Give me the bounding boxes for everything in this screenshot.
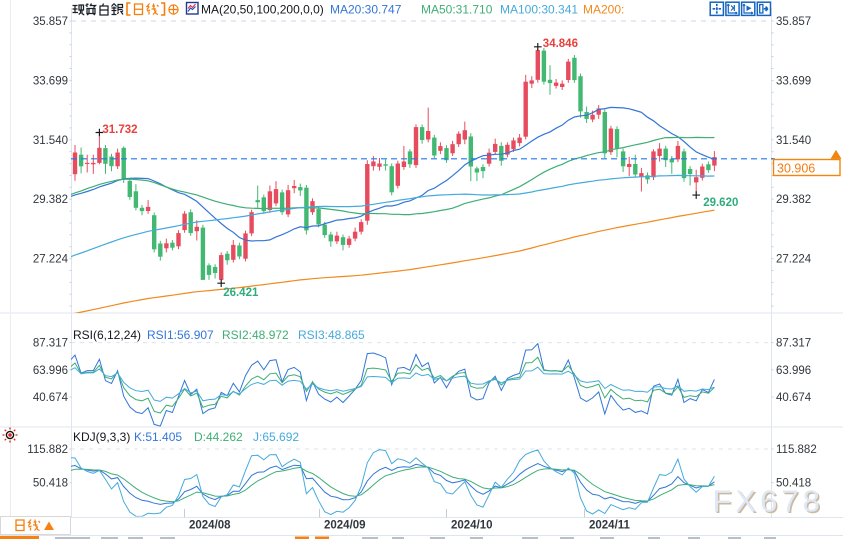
svg-text:MA(20,50,100,200,0,0): MA(20,50,100,200,0,0): [201, 3, 324, 17]
svg-text:26.421: 26.421: [223, 287, 259, 299]
svg-text:40.674: 40.674: [33, 392, 69, 404]
svg-text:D:44.262: D:44.262: [194, 430, 243, 444]
svg-text:31.540: 31.540: [33, 135, 68, 147]
svg-text:63.996: 63.996: [776, 365, 811, 377]
svg-text:115.882: 115.882: [27, 444, 68, 456]
svg-text:29.382: 29.382: [776, 194, 811, 206]
svg-text:MA50:31.710: MA50:31.710: [421, 3, 493, 17]
svg-text:34.846: 34.846: [543, 38, 578, 50]
svg-text:MA100:30.341: MA100:30.341: [500, 3, 578, 17]
svg-text:87.317: 87.317: [33, 338, 68, 350]
svg-text:30.906: 30.906: [777, 162, 815, 176]
svg-text:50.418: 50.418: [776, 478, 811, 490]
svg-text:MA20:30.747: MA20:30.747: [330, 3, 402, 17]
svg-text:FX678: FX678: [713, 484, 824, 519]
svg-text:RSI1:56.907: RSI1:56.907: [147, 328, 214, 342]
svg-text:2024/08: 2024/08: [189, 520, 231, 532]
svg-text:RSI3:48.865: RSI3:48.865: [298, 328, 365, 342]
svg-text:27.224: 27.224: [33, 254, 69, 266]
svg-text:63.996: 63.996: [33, 365, 68, 377]
svg-text:2024/10: 2024/10: [451, 520, 493, 532]
svg-text:115.882: 115.882: [776, 444, 817, 456]
svg-text:50.418: 50.418: [33, 478, 68, 490]
svg-text:KDJ(9,3,3): KDJ(9,3,3): [73, 430, 130, 444]
svg-text:RSI2:48.972: RSI2:48.972: [222, 328, 289, 342]
svg-text:29.382: 29.382: [33, 194, 68, 206]
svg-text:2024/09: 2024/09: [324, 520, 366, 532]
svg-text:29.620: 29.620: [703, 197, 738, 209]
svg-text:35.857: 35.857: [33, 16, 68, 28]
svg-text:MA200:: MA200:: [583, 3, 624, 17]
svg-text:31.540: 31.540: [776, 135, 811, 147]
svg-text:87.317: 87.317: [776, 338, 811, 350]
svg-text:RSI(6,12,24): RSI(6,12,24): [73, 328, 141, 342]
svg-text:35.857: 35.857: [776, 16, 811, 28]
svg-text:K:51.405: K:51.405: [134, 430, 182, 444]
svg-text:31.732: 31.732: [102, 124, 137, 136]
svg-text:33.699: 33.699: [33, 75, 68, 87]
svg-text:40.674: 40.674: [776, 392, 812, 404]
svg-text:33.699: 33.699: [776, 75, 811, 87]
svg-text:2024/11: 2024/11: [589, 520, 631, 532]
svg-text:27.224: 27.224: [776, 254, 812, 266]
svg-text:J:65.692: J:65.692: [253, 430, 299, 444]
svg-text:FX678: FX678: [714, 485, 825, 520]
